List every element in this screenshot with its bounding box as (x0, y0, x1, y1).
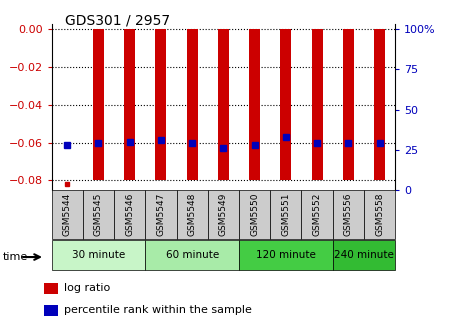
FancyBboxPatch shape (239, 240, 333, 270)
FancyBboxPatch shape (270, 190, 301, 239)
Text: 120 minute: 120 minute (256, 250, 316, 260)
Text: GSM5558: GSM5558 (375, 193, 384, 236)
Bar (44, 305, 57, 316)
Text: 30 minute: 30 minute (72, 250, 125, 260)
Text: GSM5548: GSM5548 (188, 193, 197, 236)
FancyBboxPatch shape (176, 190, 208, 239)
Text: GDS301 / 2957: GDS301 / 2957 (65, 13, 170, 28)
Bar (280, 29, 291, 180)
FancyBboxPatch shape (83, 190, 114, 239)
Bar (155, 29, 167, 180)
Text: 60 minute: 60 minute (166, 250, 219, 260)
Text: GSM5547: GSM5547 (156, 193, 165, 236)
FancyBboxPatch shape (52, 190, 83, 239)
Bar (124, 29, 135, 180)
FancyBboxPatch shape (145, 190, 176, 239)
FancyBboxPatch shape (333, 240, 395, 270)
Text: GSM5551: GSM5551 (282, 193, 291, 236)
Text: GSM5545: GSM5545 (94, 193, 103, 236)
Text: GSM5550: GSM5550 (250, 193, 259, 236)
FancyBboxPatch shape (145, 240, 239, 270)
FancyBboxPatch shape (364, 190, 395, 239)
Text: GSM5544: GSM5544 (63, 193, 72, 236)
FancyBboxPatch shape (52, 240, 145, 270)
Bar (374, 29, 385, 180)
Text: log ratio: log ratio (64, 283, 110, 293)
FancyBboxPatch shape (208, 190, 239, 239)
FancyBboxPatch shape (239, 190, 270, 239)
Bar (44, 283, 57, 294)
Text: GSM5546: GSM5546 (125, 193, 134, 236)
Bar (312, 29, 322, 180)
Bar (218, 29, 229, 180)
Bar (93, 29, 104, 180)
Text: time: time (2, 252, 27, 262)
Text: GSM5552: GSM5552 (313, 193, 321, 236)
Bar (343, 29, 354, 180)
Bar (249, 29, 260, 180)
Text: percentile rank within the sample: percentile rank within the sample (64, 305, 251, 315)
FancyBboxPatch shape (114, 190, 145, 239)
Text: GSM5549: GSM5549 (219, 193, 228, 236)
Text: GSM5556: GSM5556 (344, 193, 353, 236)
FancyBboxPatch shape (333, 190, 364, 239)
Text: 240 minute: 240 minute (334, 250, 394, 260)
Bar (187, 29, 198, 180)
FancyBboxPatch shape (301, 190, 333, 239)
